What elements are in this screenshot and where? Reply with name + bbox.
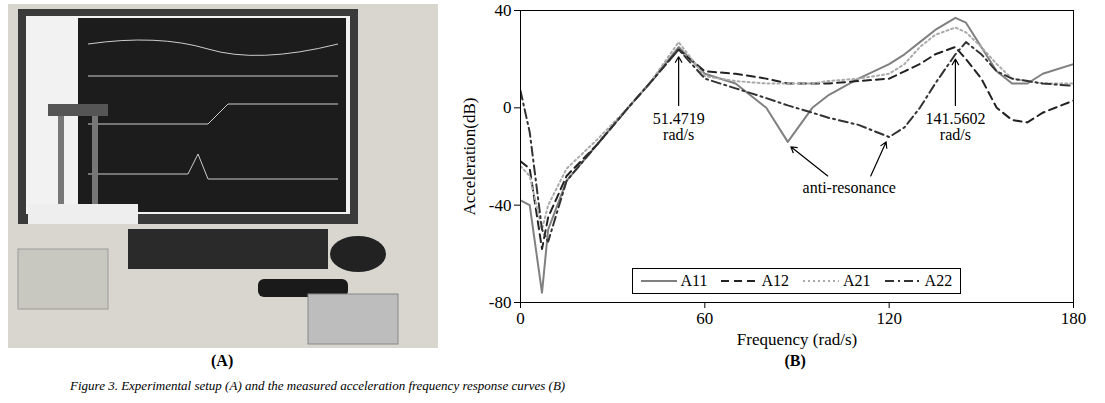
svg-text:Acceleration(dB): Acceleration(dB)	[460, 98, 479, 216]
html-text:A21: A21	[843, 272, 871, 289]
html-text:(B): (B)	[784, 352, 806, 369]
svg-text:-80: -80	[489, 293, 512, 312]
svg-text:120: 120	[876, 309, 902, 328]
svg-text:180: 180	[1061, 309, 1087, 328]
svg-text:51.4719rad/s: 51.4719rad/s	[653, 110, 705, 143]
svg-text:-40: -40	[489, 196, 512, 215]
html-text:(A): (A)	[211, 352, 234, 369]
html-text:A11: A11	[680, 272, 708, 289]
svg-text:60: 60	[696, 309, 713, 328]
svg-text:141.5602rad/s: 141.5602rad/s	[925, 110, 985, 143]
html-text:A22: A22	[924, 272, 953, 289]
svg-text:0: 0	[516, 309, 525, 328]
svg-text:0: 0	[503, 98, 512, 117]
html-text:A12: A12	[761, 272, 789, 289]
svg-text:40: 40	[495, 1, 512, 20]
svg-text:anti-resonance: anti-resonance	[803, 179, 896, 196]
svg-text:Frequency (rad/s): Frequency (rad/s)	[737, 330, 857, 349]
html-text:Figure 3. Experimental setup (: Figure 3. Experimental setup (A) and the…	[70, 378, 566, 393]
